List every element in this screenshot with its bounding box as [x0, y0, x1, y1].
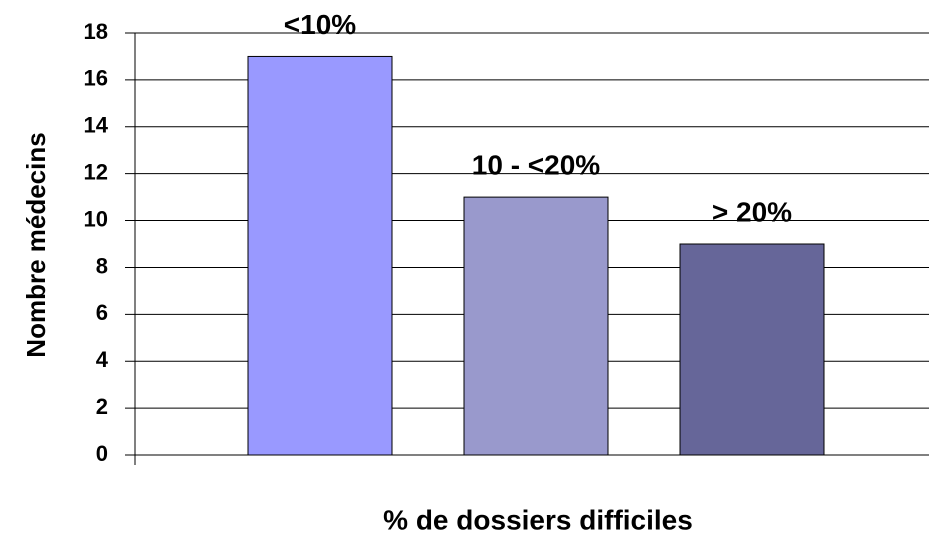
y-tick-label: 8 [96, 253, 108, 278]
bar [679, 243, 825, 456]
bar [247, 55, 393, 456]
category-label: 10 - <20% [472, 150, 601, 181]
y-tick-label: 14 [84, 113, 109, 138]
y-tick-label: 10 [84, 206, 108, 231]
y-tick-label: 4 [96, 347, 109, 372]
y-tick-label: 6 [96, 300, 108, 325]
y-axis-title: Nombre médecins [21, 132, 51, 357]
category-label: <10% [284, 9, 356, 40]
y-tick-label: 18 [84, 19, 108, 44]
y-tick-label: 12 [84, 159, 108, 184]
y-tick-label: 16 [84, 66, 108, 91]
y-tick-label: 2 [96, 394, 108, 419]
x-axis-title: % de dossiers difficiles [383, 504, 693, 535]
bar [463, 196, 609, 456]
category-label: > 20% [712, 196, 792, 227]
y-tick-label: 0 [96, 441, 108, 466]
